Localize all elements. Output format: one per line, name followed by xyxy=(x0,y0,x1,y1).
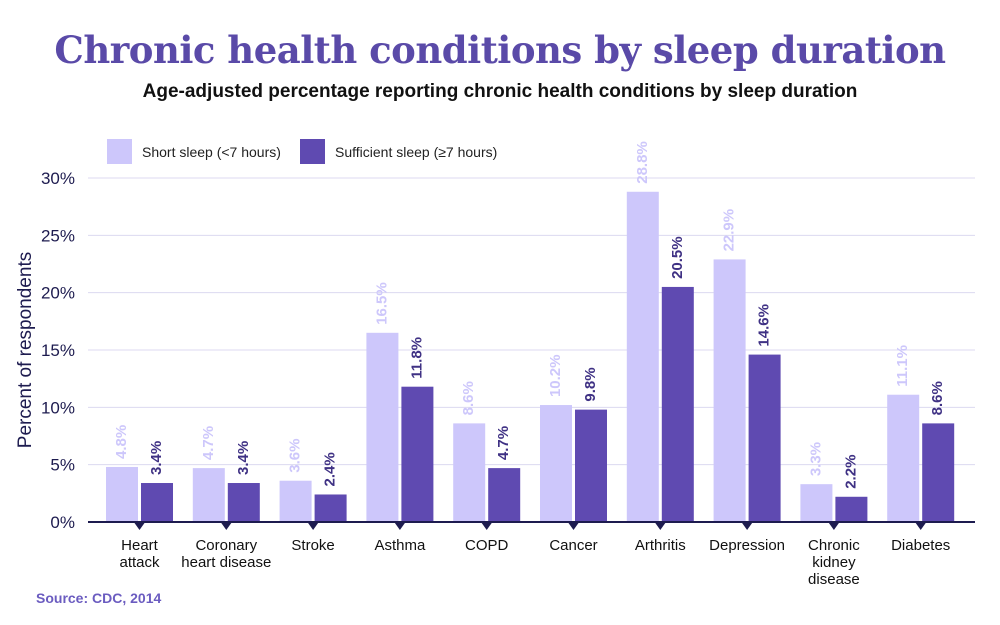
bar-sufficient xyxy=(227,483,260,522)
y-tick-label: 5% xyxy=(50,456,75,475)
x-tick-label: Cancer xyxy=(549,537,597,554)
legend-swatch-sufficient xyxy=(300,139,325,164)
bar-short xyxy=(192,468,225,522)
data-label-sufficient: 2.2% xyxy=(842,455,859,489)
bar-sufficient xyxy=(922,423,955,522)
bar-short xyxy=(453,423,486,522)
chart-title: Chronic health conditions by sleep durat… xyxy=(54,28,946,72)
source-note: Source: CDC, 2014 xyxy=(36,590,161,606)
bar-short xyxy=(106,466,138,522)
x-tick-label: kidney xyxy=(812,554,856,571)
x-tick-label: Depression xyxy=(709,537,785,554)
x-tick-label: Heart xyxy=(121,537,159,554)
data-label-sufficient: 11.8% xyxy=(408,337,425,379)
x-tick-marker xyxy=(828,523,839,530)
data-label-short: 10.2% xyxy=(547,354,564,397)
y-tick-label: 25% xyxy=(41,226,75,245)
x-tick-label: disease xyxy=(808,571,860,588)
bar-sufficient xyxy=(401,386,434,522)
x-tick-label: Stroke xyxy=(291,537,334,554)
chart-subtitle: Age-adjusted percentage reporting chroni… xyxy=(142,81,858,102)
bar-short xyxy=(626,191,659,522)
x-tick-marker xyxy=(134,523,145,530)
bar-short xyxy=(366,332,399,522)
x-tick-label: Chronic xyxy=(808,537,860,554)
bar-sufficient xyxy=(661,286,694,522)
bar-sufficient xyxy=(835,496,868,522)
x-tick-marker xyxy=(394,523,405,530)
data-label-sufficient: 20.5% xyxy=(669,236,686,279)
legend-label-sufficient: Sufficient sleep (≥7 hours) xyxy=(335,144,497,160)
x-tick-label: Coronary xyxy=(195,537,257,554)
data-label-sufficient: 3.4% xyxy=(148,441,165,475)
data-label-sufficient: 8.6% xyxy=(929,381,946,415)
data-label-short: 16.5% xyxy=(373,282,390,325)
x-tick-label: Asthma xyxy=(374,537,426,554)
x-tick-label: COPD xyxy=(465,537,509,554)
legend-swatch-short xyxy=(107,139,132,164)
data-label-sufficient: 2.4% xyxy=(322,452,339,486)
bar-sufficient xyxy=(141,483,173,522)
bar-sufficient xyxy=(575,409,607,522)
data-label-sufficient: 14.6% xyxy=(756,304,773,347)
bar-short xyxy=(800,484,833,522)
data-label-short: 4.8% xyxy=(113,425,130,459)
bar-sufficient xyxy=(488,468,521,522)
bar-short xyxy=(540,405,572,522)
x-tick-marker xyxy=(742,523,753,530)
data-label-short: 8.6% xyxy=(460,381,477,415)
x-tick-marker xyxy=(568,523,579,530)
bar-sufficient xyxy=(748,354,781,522)
data-label-short: 22.9% xyxy=(721,209,738,252)
legend-label-short: Short sleep (<7 hours) xyxy=(142,144,281,160)
y-axis-label: Percent of respondents xyxy=(15,252,36,448)
y-tick-label: 30% xyxy=(41,169,75,188)
data-label-short: 4.7% xyxy=(200,426,217,460)
y-tick-label: 15% xyxy=(41,341,75,360)
data-label-sufficient: 9.8% xyxy=(582,367,599,401)
data-label-sufficient: 3.4% xyxy=(235,441,252,475)
x-tick-marker xyxy=(915,523,926,530)
x-tick-label: attack xyxy=(119,554,160,571)
y-tick-label: 10% xyxy=(41,398,75,417)
data-label-short: 3.6% xyxy=(287,439,304,473)
data-label-short: 28.8% xyxy=(634,141,651,184)
x-tick-marker xyxy=(308,523,319,530)
bar-short xyxy=(713,259,746,522)
y-tick-label: 0% xyxy=(50,513,75,532)
data-label-short: 3.3% xyxy=(807,442,824,476)
data-label-sufficient: 4.7% xyxy=(495,426,512,460)
x-tick-label: Arthritis xyxy=(635,537,686,554)
y-tick-label: 20% xyxy=(41,284,75,303)
bar-sufficient xyxy=(314,494,347,522)
x-tick-label: heart disease xyxy=(181,554,271,571)
x-tick-marker xyxy=(221,523,232,530)
bar-short xyxy=(279,480,312,522)
data-label-short: 11.1% xyxy=(894,345,911,387)
x-tick-marker xyxy=(481,523,492,530)
x-tick-label: Diabetes xyxy=(891,537,950,554)
x-tick-marker xyxy=(655,523,666,530)
bar-short xyxy=(887,394,920,522)
